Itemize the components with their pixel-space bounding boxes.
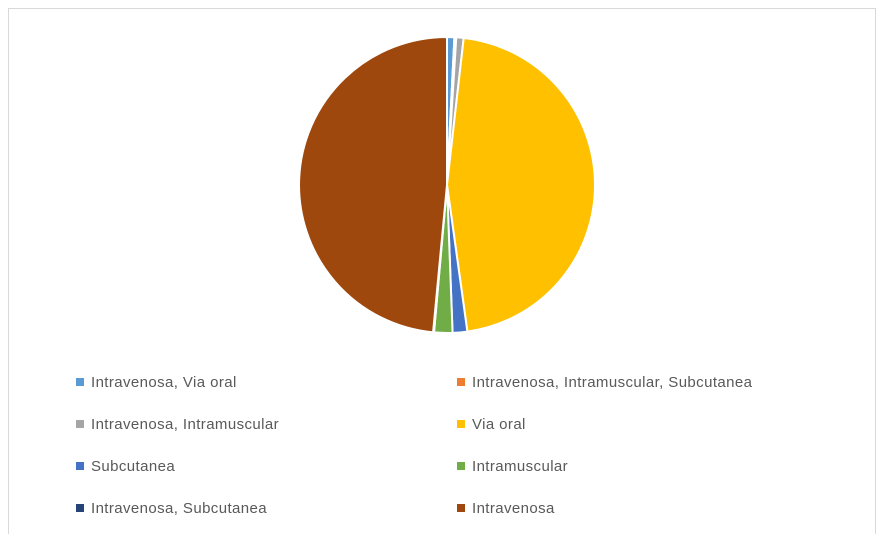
legend-swatch	[76, 378, 84, 386]
legend-item: Intravenosa, Intramuscular	[76, 414, 279, 434]
legend-swatch	[457, 462, 465, 470]
legend-label: Intravenosa	[472, 499, 555, 517]
pie-slice-8	[298, 36, 448, 334]
legend-item: Intravenosa, Intramuscular, Subcutanea	[457, 372, 752, 392]
legend-label: Via oral	[472, 415, 526, 433]
legend-item: Intravenosa, Via oral	[76, 372, 237, 392]
legend-label: Intravenosa, Intramuscular	[91, 415, 279, 433]
legend-item: Intravenosa	[457, 498, 555, 518]
legend-label: Intravenosa, Intramuscular, Subcutanea	[472, 373, 753, 391]
legend-swatch	[457, 378, 465, 386]
legend-item: Via oral	[457, 414, 526, 434]
legend-swatch	[76, 462, 84, 470]
legend-item: Intramuscular	[457, 456, 568, 476]
legend-label: Intravenosa, Subcutanea	[91, 499, 267, 517]
legend-label: Intramuscular	[472, 457, 569, 475]
legend-swatch	[76, 420, 84, 428]
legend-item: Intravenosa, Subcutanea	[76, 498, 267, 518]
legend-swatch	[457, 504, 465, 512]
legend-label: Intravenosa, Via oral	[91, 373, 237, 391]
legend-swatch	[76, 504, 84, 512]
pie-slice-4	[446, 36, 596, 333]
legend-swatch	[457, 420, 465, 428]
legend-item: Subcutanea	[76, 456, 175, 476]
legend-label: Subcutanea	[91, 457, 176, 475]
